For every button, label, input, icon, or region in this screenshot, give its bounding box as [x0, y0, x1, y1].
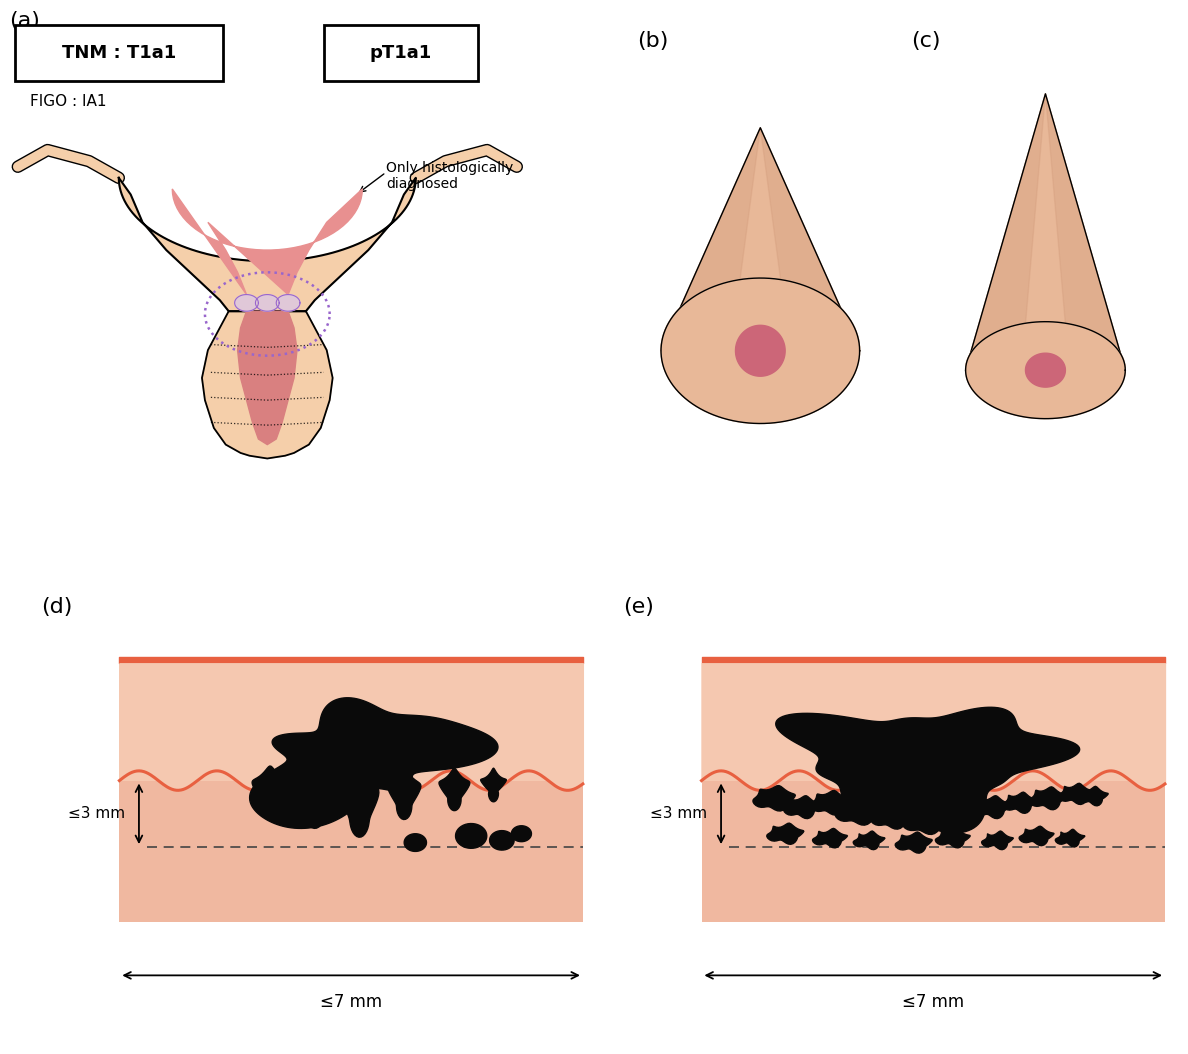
- Polygon shape: [981, 831, 1013, 850]
- Polygon shape: [896, 832, 933, 853]
- Polygon shape: [1045, 94, 1125, 370]
- Text: (d): (d): [42, 597, 72, 617]
- Polygon shape: [277, 294, 299, 311]
- Polygon shape: [661, 128, 860, 351]
- Text: (b): (b): [638, 31, 669, 51]
- FancyBboxPatch shape: [15, 25, 223, 80]
- Polygon shape: [966, 321, 1125, 418]
- Polygon shape: [489, 831, 514, 851]
- FancyBboxPatch shape: [324, 25, 479, 80]
- Polygon shape: [735, 326, 785, 376]
- Polygon shape: [511, 825, 531, 842]
- Bar: [119, 657, 583, 922]
- Text: TNM : T1a1: TNM : T1a1: [62, 44, 176, 62]
- Polygon shape: [235, 294, 259, 311]
- Polygon shape: [753, 785, 795, 811]
- Polygon shape: [973, 796, 1010, 819]
- Polygon shape: [404, 834, 426, 852]
- Polygon shape: [238, 311, 297, 445]
- Polygon shape: [766, 823, 804, 844]
- Polygon shape: [835, 798, 880, 825]
- Polygon shape: [935, 828, 971, 847]
- Polygon shape: [776, 707, 1080, 833]
- Polygon shape: [939, 799, 979, 824]
- Polygon shape: [871, 803, 912, 829]
- Bar: [701, 657, 1165, 781]
- Polygon shape: [1055, 829, 1085, 847]
- Polygon shape: [661, 278, 860, 424]
- Text: pT1a1: pT1a1: [369, 44, 432, 62]
- Polygon shape: [440, 768, 469, 811]
- Polygon shape: [481, 768, 506, 802]
- Polygon shape: [295, 768, 335, 828]
- Polygon shape: [1003, 793, 1037, 814]
- Bar: [701, 657, 1165, 922]
- Polygon shape: [249, 698, 498, 828]
- Polygon shape: [784, 796, 821, 819]
- Polygon shape: [853, 831, 885, 850]
- Polygon shape: [1029, 787, 1066, 809]
- Polygon shape: [1025, 353, 1066, 387]
- Polygon shape: [661, 128, 760, 351]
- Polygon shape: [340, 768, 379, 837]
- Text: ≤7 mm: ≤7 mm: [902, 993, 965, 1011]
- Bar: [119, 657, 583, 781]
- Text: ≤3 mm: ≤3 mm: [68, 806, 125, 821]
- Polygon shape: [387, 768, 421, 820]
- Polygon shape: [1019, 826, 1054, 845]
- Polygon shape: [1059, 783, 1093, 804]
- Polygon shape: [202, 311, 333, 458]
- Polygon shape: [661, 278, 860, 351]
- Text: (a): (a): [10, 12, 39, 32]
- Text: ≤7 mm: ≤7 mm: [320, 993, 383, 1011]
- Polygon shape: [119, 178, 416, 311]
- Polygon shape: [172, 189, 362, 294]
- Polygon shape: [813, 828, 847, 847]
- Text: (c): (c): [911, 31, 941, 51]
- Text: (e): (e): [624, 597, 655, 617]
- Polygon shape: [255, 294, 279, 311]
- Polygon shape: [760, 128, 860, 351]
- Text: ≤3 mm: ≤3 mm: [650, 806, 707, 821]
- Polygon shape: [252, 766, 289, 813]
- Polygon shape: [1076, 786, 1108, 806]
- Polygon shape: [966, 94, 1125, 370]
- Polygon shape: [902, 806, 948, 835]
- Polygon shape: [966, 94, 1045, 370]
- Polygon shape: [455, 823, 487, 848]
- Polygon shape: [810, 790, 849, 815]
- Text: Only histologically
diagnosed: Only histologically diagnosed: [386, 161, 513, 192]
- Text: FIGO : IA1: FIGO : IA1: [30, 95, 106, 110]
- Polygon shape: [966, 321, 1125, 370]
